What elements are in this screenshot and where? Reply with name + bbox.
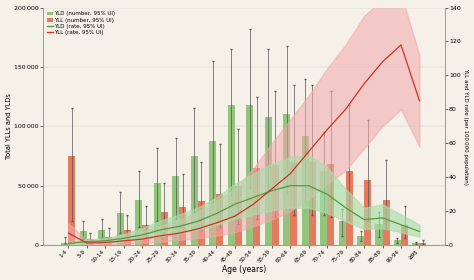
Bar: [135, 200, 142, 245]
Bar: [105, 237, 112, 245]
Bar: [394, 240, 401, 245]
Bar: [301, 136, 309, 245]
Bar: [179, 207, 186, 245]
Bar: [228, 105, 235, 245]
Bar: [401, 225, 408, 245]
Bar: [124, 230, 131, 245]
Bar: [246, 105, 253, 245]
Bar: [253, 168, 260, 245]
Bar: [117, 213, 124, 245]
Bar: [154, 183, 161, 245]
Bar: [172, 176, 179, 245]
Bar: [87, 239, 94, 245]
Legend: YLD (number, 95% UI), YLL (number, 95% UI), YLD (rate, 95% UI), YLL (rate, 95% U: YLD (number, 95% UI), YLL (number, 95% U…: [46, 10, 117, 36]
Bar: [283, 115, 290, 245]
Bar: [375, 224, 383, 245]
Bar: [338, 221, 346, 245]
Bar: [98, 230, 105, 245]
Bar: [235, 186, 242, 245]
Bar: [419, 243, 427, 245]
Bar: [161, 212, 168, 245]
Bar: [327, 164, 334, 245]
Bar: [346, 171, 353, 245]
Bar: [320, 171, 327, 245]
Bar: [68, 156, 75, 245]
Bar: [216, 194, 223, 245]
X-axis label: Age (years): Age (years): [222, 265, 266, 274]
Bar: [290, 162, 297, 245]
Bar: [80, 231, 87, 245]
Bar: [209, 141, 216, 245]
Y-axis label: YLL and YLD rate (per 100 000 population): YLL and YLD rate (per 100 000 population…: [464, 68, 468, 185]
Bar: [272, 165, 279, 245]
Bar: [191, 156, 198, 245]
Bar: [357, 235, 364, 245]
Bar: [142, 225, 149, 245]
Bar: [61, 243, 68, 245]
Bar: [264, 117, 272, 245]
Bar: [412, 243, 419, 245]
Y-axis label: Total YLLs and YLDs: Total YLLs and YLDs: [6, 93, 11, 159]
Bar: [309, 162, 316, 245]
Bar: [198, 201, 205, 245]
Bar: [383, 200, 390, 245]
Bar: [364, 180, 371, 245]
